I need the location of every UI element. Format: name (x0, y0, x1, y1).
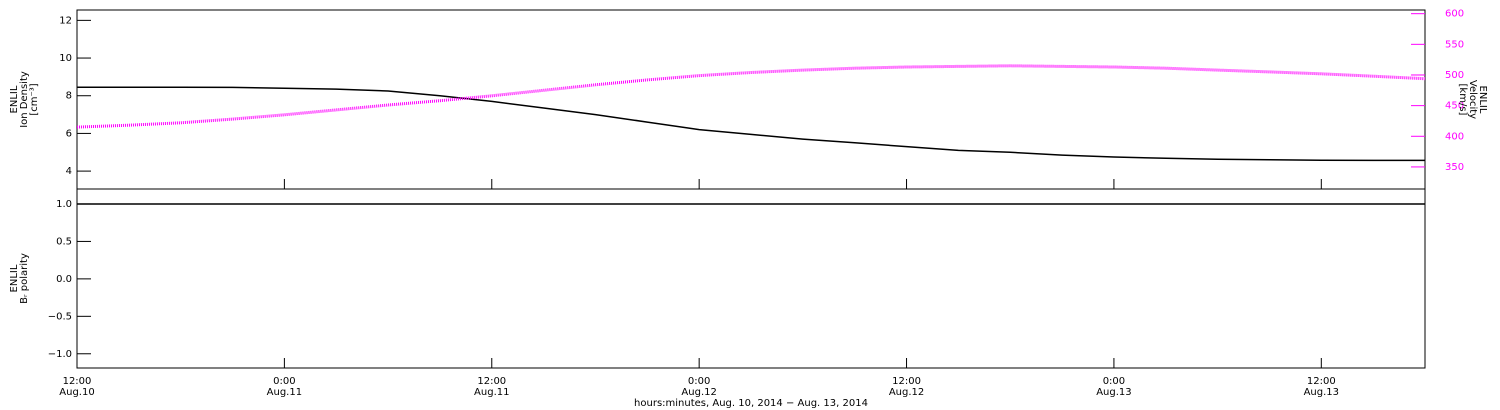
y2-tick-label: 500 (1445, 70, 1464, 81)
y2-axis-title: [km/s] (1457, 84, 1468, 116)
series-line (77, 86, 1425, 162)
y2-tick-label: 400 (1445, 131, 1464, 142)
x-tick-date: Aug.10 (59, 387, 94, 398)
series-line (76, 64, 1426, 129)
y-axis-title: ENLIL (9, 85, 20, 113)
y2-axis-title: ENLIL (1477, 86, 1488, 114)
y-tick-label: 0.5 (56, 236, 72, 247)
x-tick-date: Aug.12 (889, 387, 924, 398)
y-tick-label: 12 (59, 15, 72, 26)
x-tick-label: 12:00 (477, 376, 506, 387)
y-tick-label: 1.0 (56, 199, 72, 210)
x-tick-date: Aug.13 (1096, 387, 1131, 398)
x-tick-date: Aug.11 (267, 387, 302, 398)
x-tick-label: 0:00 (1103, 376, 1125, 387)
y-tick-label: 0.0 (56, 274, 72, 285)
y-axis-title: ENLIL (9, 264, 20, 292)
x-tick-label: 0:00 (688, 376, 710, 387)
y-tick-label: 8 (66, 91, 72, 102)
y-tick-label: 4 (66, 166, 72, 177)
y-axis-title: Bᵣ polarity (19, 253, 30, 304)
x-tick-label: 12:00 (63, 376, 92, 387)
bottom-frame (76, 188, 1426, 369)
top-frame (76, 9, 1426, 190)
y2-tick-label: 550 (1445, 39, 1464, 50)
x-tick-date: Aug.13 (1304, 387, 1339, 398)
y-tick-label: −1.0 (48, 349, 72, 360)
x-axis-title: hours:minutes, Aug. 10, 2014 − Aug. 13, … (634, 398, 868, 409)
y-tick-label: 6 (66, 128, 72, 139)
y-tick-label: −0.5 (48, 311, 72, 322)
y2-tick-label: 350 (1445, 162, 1464, 173)
x-tick-label: 0:00 (273, 376, 295, 387)
x-tick-date: Aug.11 (474, 387, 509, 398)
y2-axis-title: Velocity (1467, 80, 1478, 119)
y2-tick-label: 600 (1445, 9, 1464, 20)
y2-tick-label: 450 (1445, 101, 1464, 112)
y-axis-title: [cm⁻³] (29, 83, 40, 115)
y-tick-label: 10 (59, 53, 72, 64)
y-axis-title: Ion Density (19, 71, 30, 128)
x-tick-date: Aug.12 (681, 387, 716, 398)
x-tick-label: 12:00 (892, 376, 921, 387)
x-tick-label: 12:00 (1307, 376, 1336, 387)
